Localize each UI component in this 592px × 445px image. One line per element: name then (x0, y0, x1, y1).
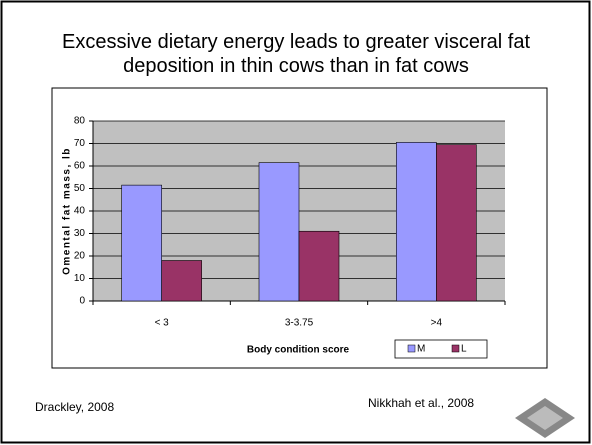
footer-right: Nikkhah et al., 2008 (368, 396, 474, 410)
bar (258, 162, 300, 302)
chart-title: Excessive dietary energy leads to greate… (62, 31, 530, 77)
y-tick-label: 30 (74, 228, 86, 239)
bar (161, 260, 202, 302)
logo (515, 398, 575, 438)
footer-left: Drackley, 2008 (35, 400, 114, 414)
bar (121, 184, 162, 302)
y-tick-label: 70 (74, 138, 86, 149)
x-tick-label: >4 (431, 318, 443, 329)
legend-swatch (451, 344, 460, 353)
y-tick-label: 20 (74, 251, 86, 262)
y-axis-label: Omental fat mass, lb (62, 147, 73, 275)
y-tick-label: 0 (79, 296, 85, 307)
y-tick-label: 10 (74, 273, 86, 284)
legend-label: L (461, 344, 467, 355)
y-tick-label: 60 (74, 161, 86, 172)
y-tick-label: 40 (74, 206, 86, 217)
x-axis-label: Body condition score (247, 345, 350, 356)
bar (298, 230, 340, 302)
y-tick-label: 80 (74, 116, 86, 127)
legend-box (394, 339, 488, 359)
bar (436, 144, 477, 302)
legend-swatch (407, 344, 416, 353)
x-tick-label: 3-3.75 (285, 318, 314, 329)
y-tick-label: 50 (74, 183, 86, 194)
bar (396, 142, 437, 302)
x-tick-label: < 3 (155, 318, 170, 329)
legend-label: M (417, 344, 425, 355)
